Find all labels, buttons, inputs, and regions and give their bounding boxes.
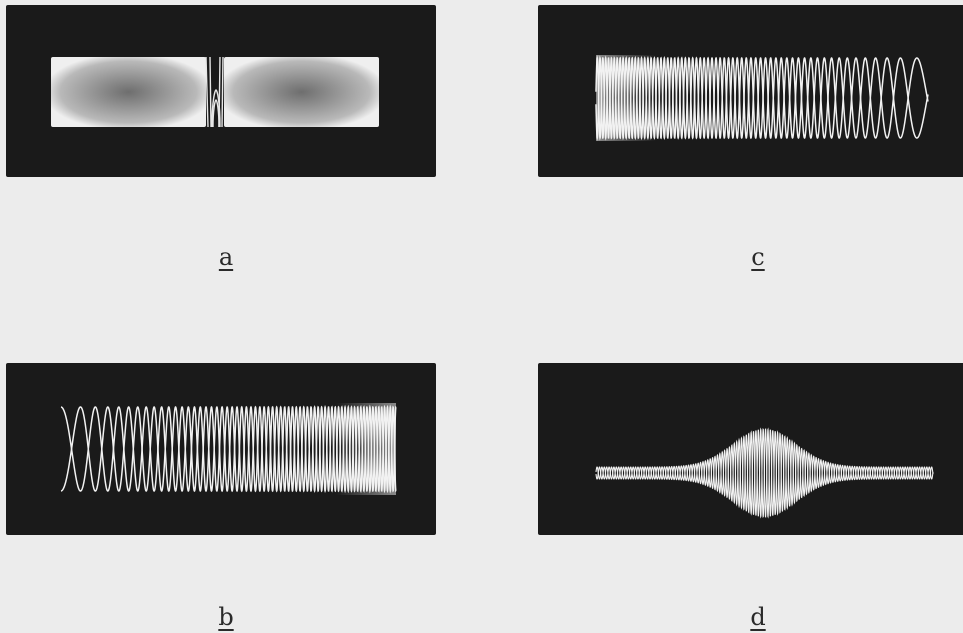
panel-label-a: a — [218, 243, 234, 271]
chirp-trace-b-2 — [60, 404, 397, 494]
oscilloscope-panel-b — [6, 363, 436, 535]
trace-c — [595, 55, 929, 141]
spindle-trace-d-2 — [595, 427, 934, 519]
panel-label-b: b — [218, 603, 234, 631]
oscilloscope-panel-c — [538, 5, 963, 177]
chirp-trace-c-2 — [595, 55, 929, 141]
oscilloscope-panel-d — [538, 363, 963, 535]
panel-label-c: c — [751, 243, 765, 271]
panel-label-d: d — [750, 603, 766, 631]
trace-b — [60, 403, 397, 495]
trace-d — [595, 427, 934, 519]
oscilloscope-panel-a — [6, 5, 436, 177]
chirp-trace-c-1 — [595, 55, 929, 141]
center-sweep — [205, 56, 224, 128]
trace-a — [51, 56, 379, 128]
dense-band-right — [224, 57, 379, 127]
dense-band-left — [51, 57, 206, 127]
